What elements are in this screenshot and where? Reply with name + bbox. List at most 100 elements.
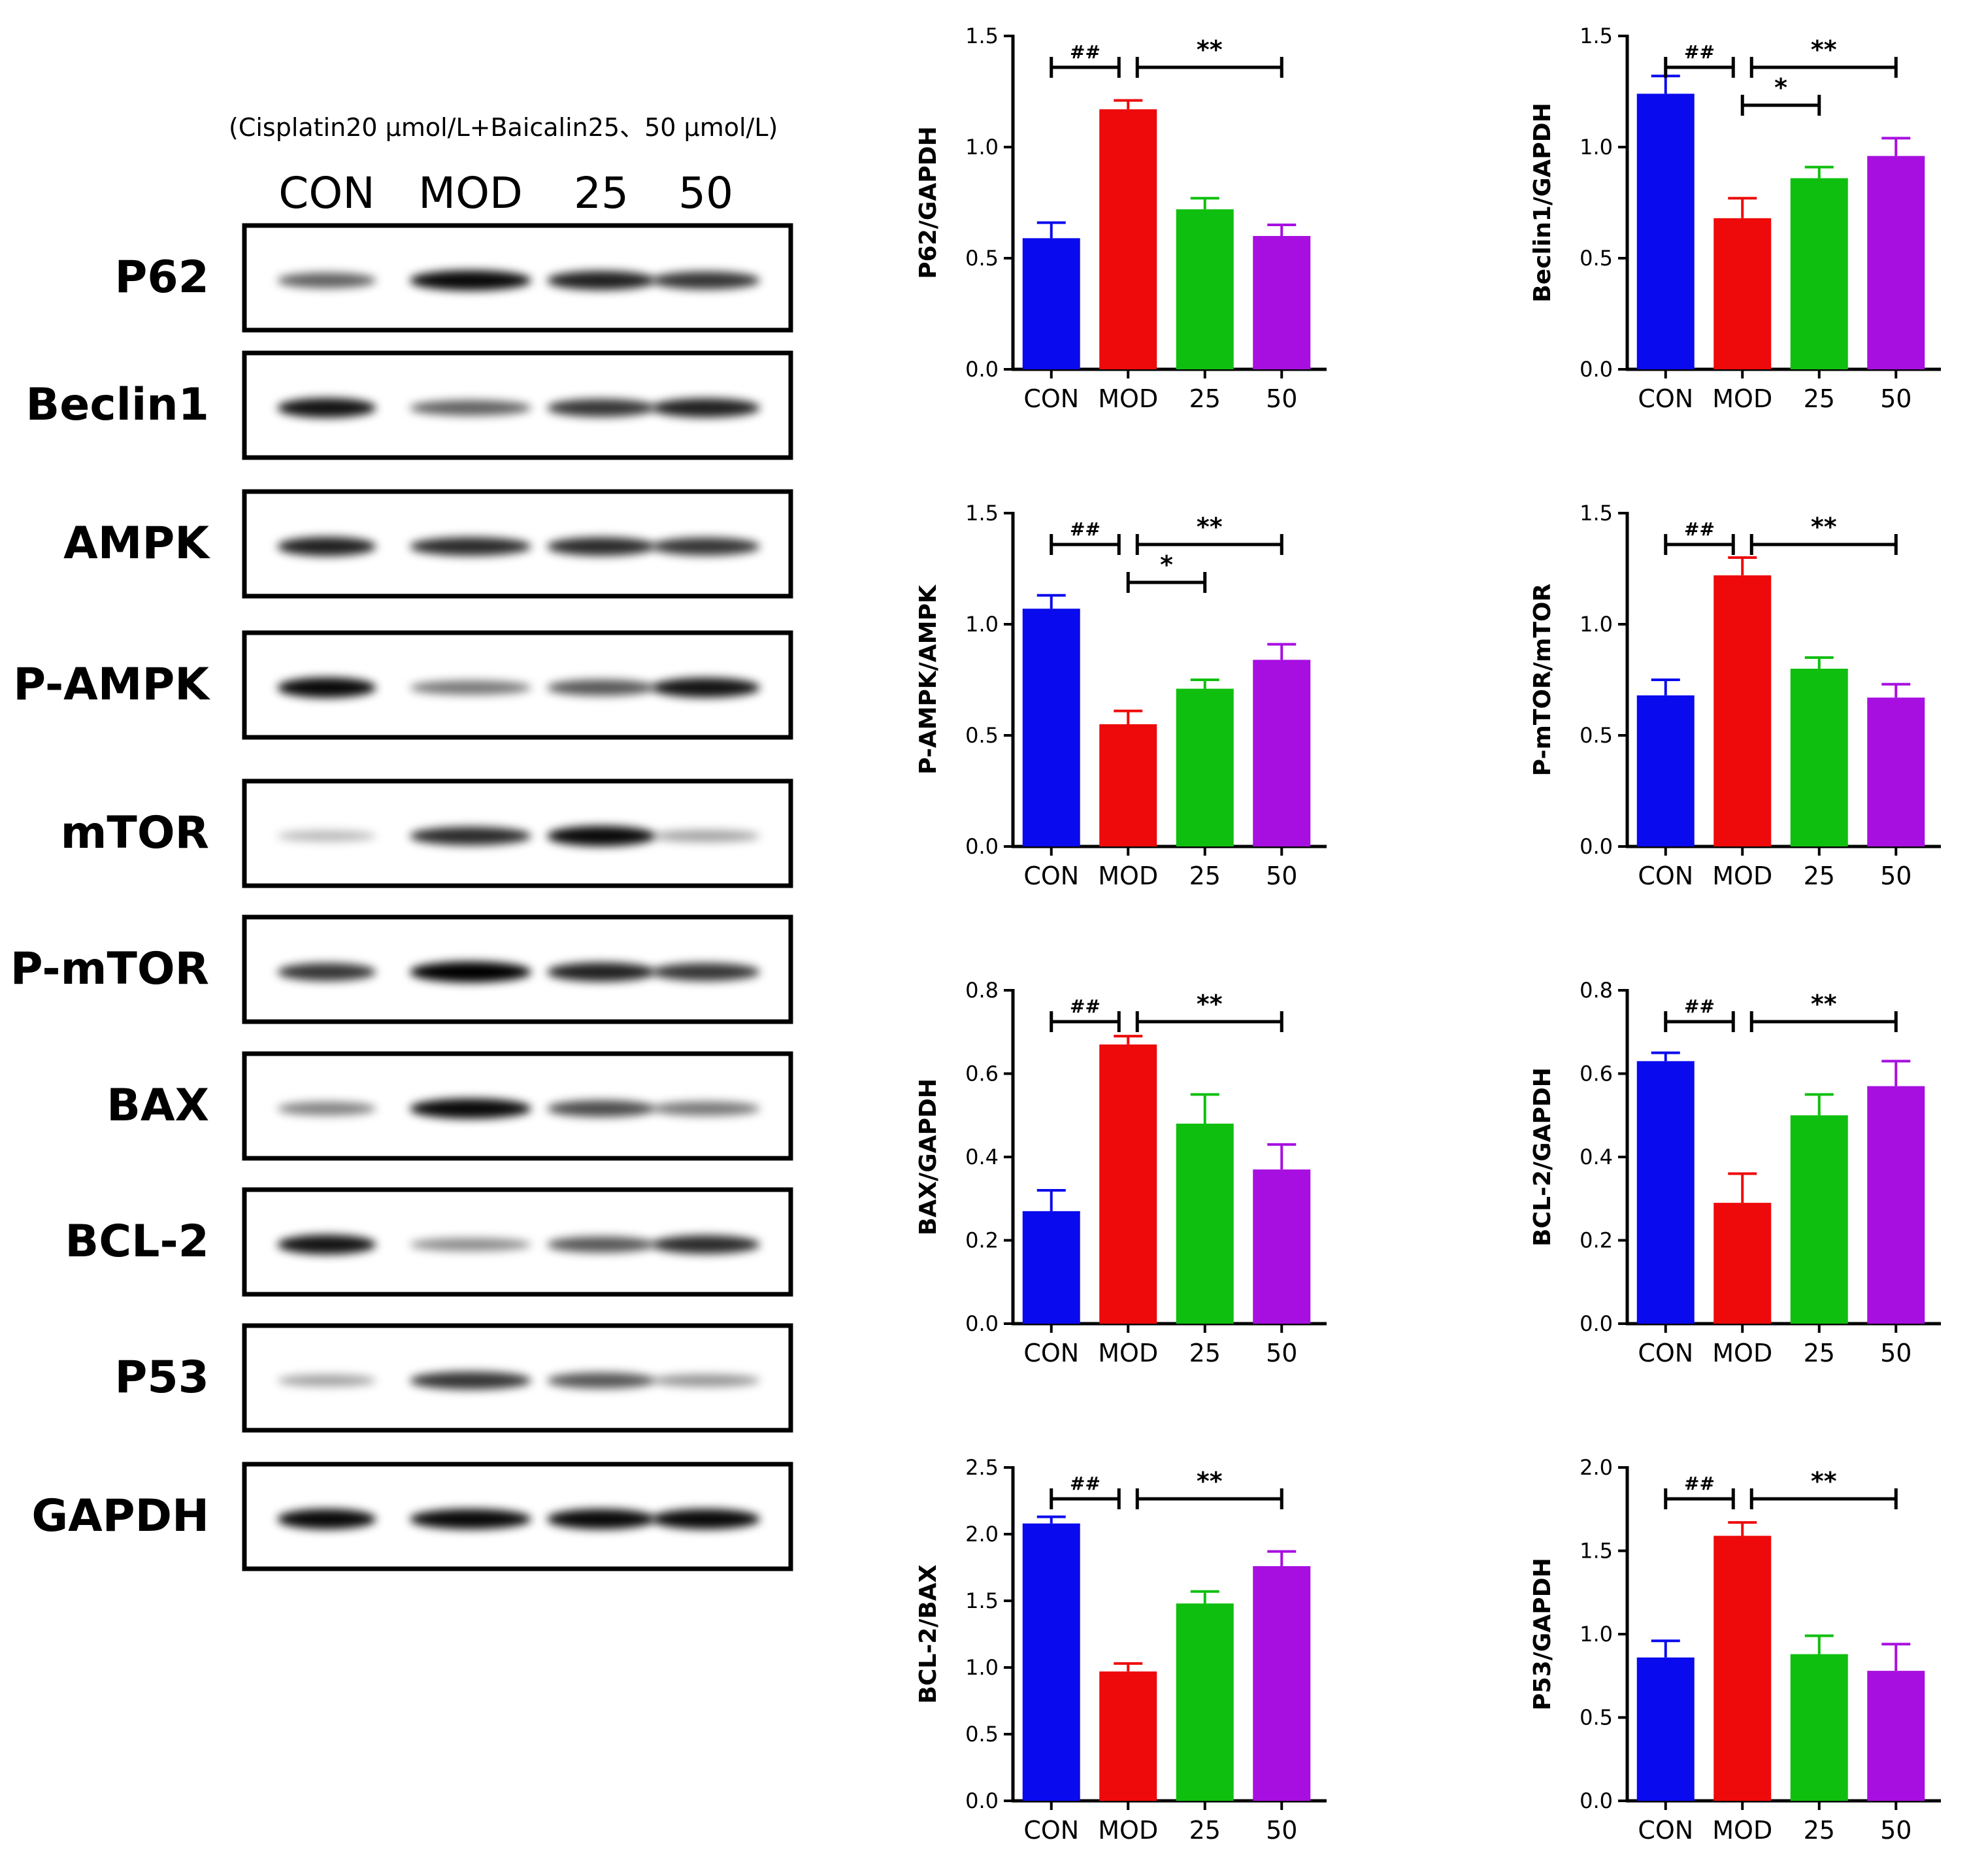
- bar-mod: [1713, 575, 1772, 846]
- bar-50: [1867, 156, 1925, 369]
- x-tick-label-mod: MOD: [1712, 384, 1772, 413]
- x-tick-label-con: CON: [1638, 384, 1693, 413]
- significance-label: **: [1197, 512, 1223, 541]
- significance-label: ##: [1684, 1473, 1715, 1494]
- y-tick-label: 0.2: [965, 1228, 999, 1253]
- x-tick-label-50: 50: [1266, 862, 1297, 890]
- significance-bracket: ##: [1664, 41, 1735, 78]
- band-p-ampk-mod: [410, 680, 531, 695]
- significance-label: **: [1811, 1467, 1837, 1496]
- y-tick-label: 0.0: [1580, 1788, 1613, 1813]
- band-mtor-mod: [410, 826, 531, 846]
- bar-25: [1790, 1654, 1848, 1801]
- significance-label: **: [1811, 990, 1837, 1018]
- bar-25: [1790, 1115, 1848, 1324]
- significance-bracket: ##: [1050, 1473, 1121, 1509]
- blot-row-bax: BAX: [107, 1051, 793, 1161]
- y-tick-label: 1.5: [1580, 1539, 1613, 1564]
- x-tick-label-mod: MOD: [1712, 1816, 1772, 1845]
- y-axis-label: BCL-2/GAPDH: [1529, 1067, 1556, 1247]
- bar-50: [1867, 697, 1925, 846]
- x-tick-label-mod: MOD: [1098, 1816, 1158, 1845]
- band-ampk-25: [547, 537, 655, 556]
- significance-label: ##: [1070, 1473, 1101, 1494]
- x-tick-label-con: CON: [1023, 862, 1079, 890]
- x-tick-label-25: 25: [1189, 862, 1221, 890]
- significance-label: *: [1774, 73, 1787, 102]
- lane-label-mod: MOD: [418, 168, 523, 218]
- protein-label-p53: P53: [115, 1352, 209, 1403]
- band-p53-50: [652, 1374, 760, 1387]
- western-blot-panel: (Cisplatin20 μmol/L+Baicalin25、50 μmol/L…: [10, 113, 793, 1571]
- x-tick-label-25: 25: [1804, 384, 1835, 413]
- y-tick-label: 1.5: [965, 24, 999, 48]
- y-axis-label: P-AMPK/AMPK: [915, 584, 942, 775]
- x-tick-label-mod: MOD: [1098, 1339, 1158, 1367]
- band-mtor-25: [547, 826, 655, 846]
- bar-mod: [1713, 218, 1772, 369]
- lane-label-con: CON: [278, 168, 374, 218]
- y-tick-label: 2.0: [965, 1522, 999, 1547]
- x-tick-label-25: 25: [1804, 862, 1835, 890]
- x-tick-label-50: 50: [1880, 1339, 1912, 1367]
- blot-row-beclin1: Beclin1: [25, 350, 793, 460]
- band-bcl-2-25: [547, 1236, 655, 1253]
- band-p62-con: [277, 273, 376, 288]
- bar-25: [1176, 688, 1234, 846]
- blot-row-mtor: mTOR: [61, 779, 793, 888]
- significance-bracket: **: [1749, 35, 1898, 78]
- significance-bracket: **: [1749, 512, 1898, 555]
- bar-25: [1176, 1603, 1234, 1801]
- significance-label: ##: [1684, 41, 1715, 63]
- lane-label-50: 50: [678, 168, 733, 218]
- y-tick-label: 0.4: [1580, 1145, 1613, 1169]
- y-tick-label: 0.6: [1580, 1062, 1613, 1086]
- band-ampk-50: [652, 537, 760, 556]
- significance-bracket: **: [1135, 35, 1283, 78]
- y-tick-label: 0.8: [1580, 978, 1613, 1003]
- x-tick-label-mod: MOD: [1098, 862, 1158, 890]
- significance-label: **: [1197, 1467, 1223, 1496]
- y-tick-label: 0.0: [965, 834, 999, 859]
- bar-50: [1253, 1566, 1311, 1801]
- y-tick-label: 0.5: [1580, 723, 1613, 748]
- band-p-mtor-mod: [410, 962, 531, 982]
- x-tick-label-50: 50: [1880, 384, 1912, 413]
- treatment-label: (Cisplatin20 μmol/L+Baicalin25、50 μmol/L…: [229, 113, 778, 142]
- protein-label-p62: P62: [115, 252, 209, 303]
- band-p-ampk-con: [277, 677, 376, 698]
- y-tick-label: 0.6: [965, 1062, 999, 1086]
- y-tick-label: 2.0: [1580, 1455, 1613, 1480]
- protein-label-bcl-2: BCL-2: [65, 1216, 209, 1267]
- significance-bracket: ##: [1050, 41, 1121, 78]
- band-p62-50: [652, 271, 760, 290]
- significance-bracket: **: [1749, 1467, 1898, 1509]
- bar-mod: [1099, 1044, 1157, 1324]
- band-ampk-con: [277, 537, 376, 556]
- significance-label: **: [1197, 990, 1223, 1018]
- band-p-ampk-50: [652, 677, 760, 698]
- significance-label: ##: [1684, 996, 1715, 1017]
- x-tick-label-mod: MOD: [1098, 384, 1158, 413]
- y-axis-label: P53/GAPDH: [1529, 1558, 1556, 1710]
- y-tick-label: 1.0: [1580, 135, 1613, 159]
- band-p53-con: [277, 1374, 376, 1387]
- protein-label-p-ampk: P-AMPK: [13, 659, 210, 711]
- band-p-mtor-con: [277, 963, 376, 981]
- band-gapdh-mod: [410, 1509, 531, 1530]
- blot-row-p-ampk: P-AMPK: [13, 630, 793, 740]
- band-bcl-2-mod: [410, 1237, 531, 1252]
- band-p-mtor-50: [652, 963, 760, 981]
- protein-label-bax: BAX: [107, 1080, 209, 1131]
- x-tick-label-50: 50: [1880, 862, 1912, 890]
- protein-label-beclin1: Beclin1: [25, 379, 209, 431]
- y-tick-label: 1.0: [965, 612, 999, 637]
- blot-row-bcl-2: BCL-2: [65, 1187, 793, 1297]
- y-tick-label: 1.5: [1580, 24, 1613, 48]
- significance-bracket: ##: [1664, 1473, 1735, 1509]
- bar-con: [1022, 238, 1080, 369]
- bar-25: [1176, 1124, 1234, 1324]
- blot-row-gapdh: GAPDH: [31, 1462, 793, 1571]
- y-axis-label: BCL-2/BAX: [915, 1564, 942, 1703]
